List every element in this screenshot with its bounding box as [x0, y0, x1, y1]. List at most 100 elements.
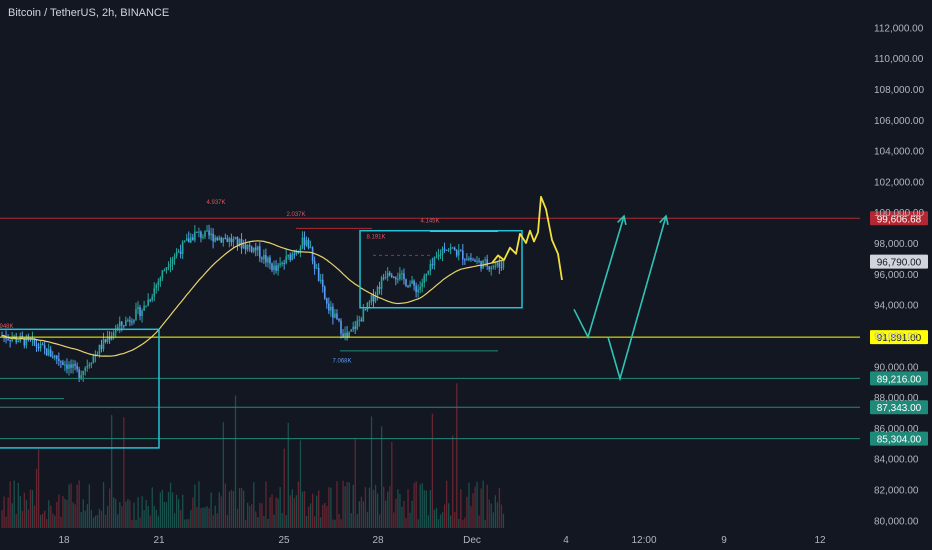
- volume-bar: [70, 483, 72, 528]
- volume-bar: [305, 515, 308, 528]
- candle-body: [441, 248, 444, 255]
- candle-body: [214, 237, 216, 242]
- volume-bar: [403, 501, 405, 528]
- volume-bar: [285, 515, 287, 528]
- volume-bar: [161, 489, 164, 528]
- volume-bar: [346, 481, 348, 528]
- candle-body: [127, 320, 129, 322]
- candle-body: [114, 330, 117, 333]
- candle-body: [169, 263, 172, 267]
- volume-bar: [265, 481, 267, 528]
- candle-body: [411, 280, 413, 284]
- candle-body: [208, 230, 210, 236]
- candle-body: [275, 265, 277, 271]
- candle-body: [429, 264, 432, 272]
- candle-body: [62, 361, 64, 366]
- candle-body: [228, 238, 231, 242]
- candle-body: [336, 313, 338, 319]
- candle-body: [472, 259, 474, 261]
- candle-body: [118, 321, 121, 327]
- volume-bar: [482, 480, 484, 528]
- volume-bar: [131, 519, 133, 528]
- volume-bar: [494, 495, 496, 528]
- volume-bar: [139, 517, 141, 528]
- candle-body: [427, 271, 430, 274]
- volume-bar: [204, 507, 206, 528]
- volume-bar: [348, 482, 350, 528]
- volume-bar: [25, 500, 28, 528]
- candle-body: [7, 338, 9, 340]
- volume-bar: [502, 513, 505, 528]
- volume-bar: [44, 510, 46, 528]
- candle-body: [449, 247, 452, 250]
- volume-bar: [210, 492, 212, 528]
- volume-bar: [76, 484, 78, 528]
- candle-body: [496, 262, 499, 266]
- volume-bar: [427, 515, 429, 528]
- candle-body: [279, 263, 281, 265]
- candle-body: [478, 260, 480, 262]
- volume-bar: [214, 505, 216, 528]
- volume-bar: [445, 480, 448, 528]
- volume-bar: [92, 517, 95, 528]
- volume-bar: [437, 519, 440, 528]
- candle-body: [216, 237, 218, 240]
- volume-bar: [295, 495, 298, 528]
- volume-bar: [322, 504, 324, 528]
- volume-bar: [458, 518, 460, 528]
- candle-body: [435, 257, 438, 259]
- price-tick-label: 84,000.00: [874, 455, 919, 466]
- candle-body: [173, 256, 176, 260]
- volume-bar: [271, 494, 273, 528]
- volume-bar: [143, 510, 145, 528]
- volume-bar: [259, 502, 261, 528]
- level-tag-bg: [870, 371, 928, 386]
- level-tag-bg: [870, 211, 928, 226]
- projection-arrow-1: [573, 215, 625, 340]
- volume-bar: [115, 498, 117, 528]
- candle-body: [453, 247, 456, 251]
- volume-bar: [37, 449, 40, 528]
- volume-bar: [273, 514, 275, 528]
- candle-body: [220, 237, 223, 243]
- level-tag-label: 89,216.00: [877, 374, 922, 385]
- candle-body: [53, 355, 56, 358]
- candle-body: [445, 249, 448, 251]
- price-tick-label: 106,000.00: [874, 116, 924, 127]
- candle-body: [165, 267, 168, 271]
- volume-annotation: 8.948K: [0, 324, 14, 330]
- level-price-tag: 91,891.00: [870, 330, 928, 345]
- candle-body: [423, 276, 426, 284]
- volume-bar: [311, 493, 314, 528]
- volume-bar: [358, 501, 360, 528]
- candle-body: [384, 277, 387, 279]
- volume-bar: [374, 484, 377, 528]
- candle-body: [256, 246, 259, 251]
- volume-bar: [344, 486, 346, 528]
- candle-body: [194, 231, 196, 241]
- volume-bar: [33, 505, 36, 528]
- volume-bar: [360, 496, 363, 528]
- range-box-right: [359, 229, 523, 309]
- volume-bar: [354, 437, 356, 528]
- candle-body: [457, 250, 460, 256]
- volume-bar: [178, 499, 180, 528]
- candle-body: [309, 247, 312, 249]
- volume-bar: [405, 517, 407, 528]
- volume-bar: [466, 496, 468, 528]
- candle-body: [350, 329, 352, 332]
- volume-bar: [186, 519, 188, 528]
- candle-body: [370, 295, 373, 302]
- candle-body: [116, 326, 119, 331]
- candle-body: [232, 238, 235, 243]
- candle-body: [459, 250, 462, 252]
- volume-bar: [293, 498, 296, 528]
- volume-bar: [281, 513, 283, 528]
- candle-body: [490, 267, 493, 270]
- volume-bar: [393, 512, 395, 528]
- volume-bar: [448, 503, 450, 528]
- candle-body: [494, 265, 497, 267]
- candle-body: [82, 370, 84, 376]
